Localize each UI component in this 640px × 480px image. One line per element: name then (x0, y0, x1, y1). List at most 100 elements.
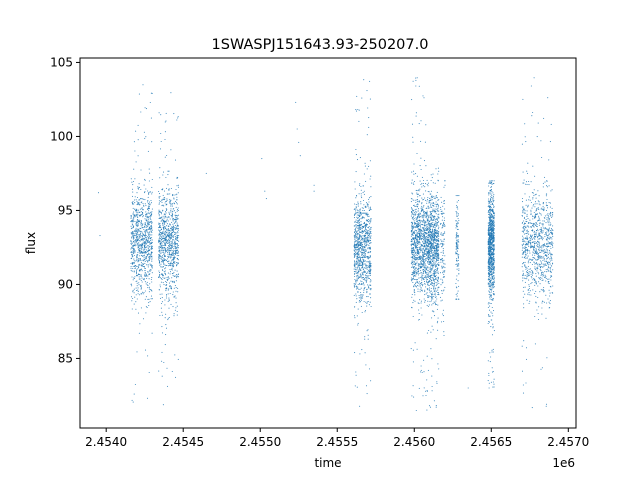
data-point (458, 263, 460, 265)
data-point (163, 229, 165, 231)
data-point (133, 216, 135, 219)
data-point (425, 275, 427, 277)
data-point (430, 212, 432, 214)
data-point (437, 280, 439, 282)
data-point (419, 214, 421, 216)
data-point (493, 378, 495, 380)
data-point (359, 276, 361, 278)
data-point (137, 230, 139, 232)
data-point (443, 276, 446, 278)
data-point (166, 199, 168, 201)
data-point (428, 245, 430, 247)
data-point (159, 314, 161, 317)
data-point (158, 250, 160, 252)
data-point (131, 300, 133, 302)
data-point (431, 284, 433, 286)
data-point (174, 256, 176, 258)
data-point (158, 289, 160, 291)
data-point (133, 258, 135, 260)
data-point (413, 232, 415, 234)
data-point (423, 235, 425, 237)
data-point (433, 287, 435, 290)
data-point (149, 203, 151, 205)
data-point (168, 255, 170, 257)
data-point (174, 240, 176, 242)
data-point (161, 314, 163, 316)
data-point (358, 276, 360, 278)
data-point (430, 265, 432, 267)
data-point (369, 230, 371, 232)
data-point (151, 221, 153, 223)
data-point (420, 365, 422, 367)
data-point (134, 239, 136, 242)
data-point (143, 256, 145, 258)
data-point (420, 248, 422, 250)
data-point (132, 213, 134, 216)
data-point (141, 231, 143, 233)
data-point (426, 210, 428, 212)
data-point (360, 228, 362, 230)
data-point (147, 196, 149, 198)
data-point (135, 223, 137, 225)
data-point (456, 232, 458, 234)
data-point (424, 291, 426, 293)
data-point (172, 294, 174, 296)
data-point (436, 222, 438, 224)
data-point (133, 262, 135, 264)
data-point (168, 297, 170, 299)
data-point (355, 206, 357, 208)
data-point (357, 224, 359, 226)
data-point (369, 260, 371, 262)
data-point (150, 295, 153, 297)
data-point (135, 270, 138, 272)
data-point (366, 266, 368, 269)
data-point (429, 216, 432, 218)
data-point (365, 256, 367, 258)
data-point (361, 264, 363, 266)
data-point (361, 227, 363, 229)
data-point (173, 210, 175, 212)
data-point (423, 371, 425, 373)
data-point (169, 223, 171, 225)
data-point (168, 260, 170, 262)
data-point (425, 225, 427, 227)
data-point (415, 285, 417, 287)
data-point (423, 204, 425, 207)
data-point (430, 300, 433, 302)
data-point (431, 358, 433, 360)
data-point (175, 307, 177, 309)
data-point (444, 263, 446, 265)
data-point (141, 250, 143, 252)
data-point (458, 219, 460, 221)
data-point (161, 219, 163, 221)
data-point (135, 230, 137, 233)
data-point (159, 217, 161, 219)
data-point (430, 230, 432, 232)
data-point (432, 237, 434, 239)
data-point (173, 198, 175, 200)
data-point (423, 217, 425, 219)
data-point (145, 275, 147, 277)
data-point (174, 236, 176, 238)
data-point (434, 253, 436, 255)
data-point (132, 180, 135, 183)
data-point (422, 230, 424, 232)
data-point (444, 208, 446, 210)
data-point (365, 230, 367, 232)
data-point (160, 263, 162, 265)
data-point (141, 291, 144, 293)
data-point (442, 260, 444, 262)
data-point (160, 245, 163, 247)
data-point (420, 287, 422, 289)
data-point (444, 231, 446, 233)
data-point (437, 291, 439, 294)
data-point (428, 329, 430, 332)
data-point (171, 226, 173, 228)
data-point (415, 211, 417, 213)
data-point (176, 210, 178, 212)
data-point (148, 302, 150, 304)
data-point (363, 284, 365, 286)
data-point (366, 237, 368, 239)
data-point (414, 243, 417, 245)
data-point (434, 245, 436, 247)
